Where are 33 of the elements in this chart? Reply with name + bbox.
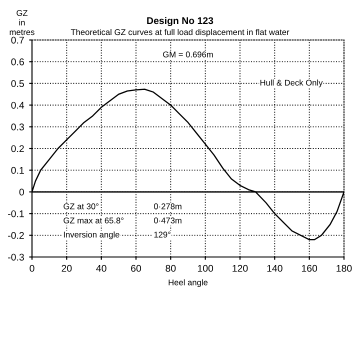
y-tick-label: 0.2 — [11, 145, 24, 152]
x-tick-label: 180 — [336, 264, 352, 272]
annotation: GZ max at 65.8° — [64, 218, 124, 224]
x-tick-label: 140 — [267, 264, 282, 272]
chart-title: Design No 123 — [147, 16, 214, 26]
y-axis-title: GZ in metres — [10, 10, 34, 36]
y-tick-label: 0 — [19, 188, 24, 196]
annotation: GZ at 30° — [64, 203, 98, 210]
x-tick-label: 40 — [96, 264, 106, 272]
y-tick-label: -0.3 — [8, 254, 24, 261]
annotation: 0·473m — [154, 218, 182, 224]
x-axis-title: Heel angle — [168, 279, 208, 288]
annotation: 0·278m — [154, 203, 182, 210]
x-tick-label: 80 — [166, 264, 176, 272]
x-tick-label: 160 — [302, 264, 318, 272]
annotation: Hull & Deck Only — [260, 80, 323, 88]
y-tick-label: 0.4 — [11, 102, 24, 109]
x-tick-label: 0 — [30, 264, 34, 272]
x-tick-label: 120 — [232, 264, 248, 272]
y-tick-label: 0.7 — [11, 36, 24, 44]
annotation: Inversion angle — [64, 231, 120, 240]
annotation: GM = 0.696m — [163, 52, 213, 58]
x-tick-label: 100 — [198, 264, 214, 272]
y-tick-label: -0.1 — [8, 210, 24, 218]
annotation: 129° — [154, 232, 170, 238]
chart-subtitle: Theoretical GZ curves at full load displacement in flat water — [70, 28, 290, 37]
y-tick-label: 0.3 — [11, 124, 24, 130]
x-tick-label: 60 — [131, 264, 142, 272]
y-tick-label: 0.6 — [11, 58, 24, 66]
y-tick-label: -0.2 — [8, 232, 24, 239]
y-tick-label: 0.5 — [11, 80, 24, 88]
x-tick-label: 20 — [62, 264, 72, 272]
y-tick-label: 0.1 — [11, 166, 24, 174]
